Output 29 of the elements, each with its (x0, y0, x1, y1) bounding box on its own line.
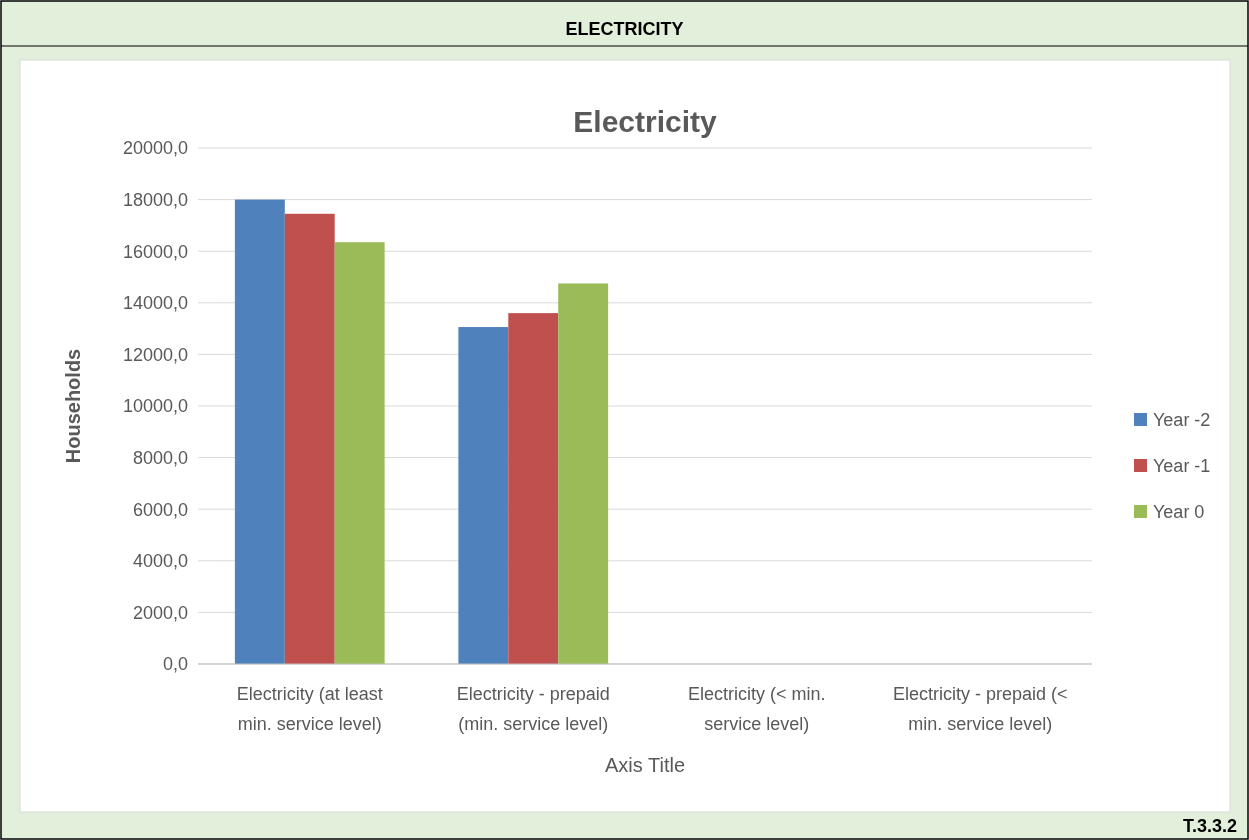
bar (284, 213, 335, 664)
y-axis-title: Households (62, 348, 84, 464)
y-tick-label: 20000,0 (122, 138, 188, 159)
y-tick-label: 10000,0 (122, 396, 188, 417)
x-tick-label: Electricity - prepaid (< min. service level) (892, 684, 1068, 734)
bar (334, 242, 385, 664)
bar (234, 199, 285, 664)
x-tick-label: Electricity - prepaid (min. service level) (456, 684, 610, 734)
y-tick-label: 16000,0 (122, 241, 188, 262)
bar (508, 313, 559, 664)
legend-label: Year 0 (1153, 502, 1205, 523)
legend-label: Year -1 (1153, 456, 1211, 477)
y-tick-label: 12000,0 (122, 344, 188, 365)
text: T.3.3.2 (1182, 816, 1237, 836)
bar (558, 283, 609, 664)
x-axis-title: Axis Title (604, 754, 686, 776)
y-tick-label: 8000,0 (132, 447, 188, 468)
x-tick-label: Electricity (< min. service level) (687, 684, 826, 734)
bar (458, 327, 509, 664)
y-tick-label: 6000,0 (132, 499, 188, 520)
x-tick-label: Electricity (at least min. service level) (236, 684, 383, 734)
y-tick-label: 2000,0 (132, 602, 188, 623)
y-tick-label: 18000,0 (122, 189, 188, 210)
legend-label: Year -2 (1153, 410, 1211, 431)
y-tick-label: 14000,0 (122, 293, 188, 314)
y-tick-label: 0,0 (162, 654, 188, 675)
y-tick-label: 4000,0 (132, 551, 188, 572)
text: ELECTRICITY (565, 19, 684, 39)
chart-title: Electricity (573, 105, 718, 138)
